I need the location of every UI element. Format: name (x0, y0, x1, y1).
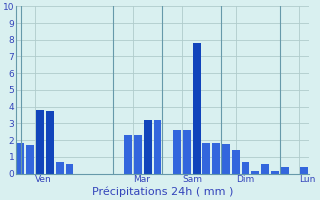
Bar (222, 144, 230, 174)
Bar (134, 135, 142, 174)
Bar (173, 130, 181, 174)
Bar (271, 171, 279, 174)
Bar (66, 164, 73, 174)
Bar (36, 110, 44, 174)
X-axis label: Précipitations 24h ( mm ): Précipitations 24h ( mm ) (92, 187, 233, 197)
Bar (281, 167, 289, 174)
Bar (46, 111, 54, 174)
Bar (56, 162, 64, 174)
Bar (300, 167, 308, 174)
Bar (203, 143, 210, 174)
Bar (17, 143, 24, 174)
Bar (252, 171, 259, 174)
Bar (232, 150, 240, 174)
Bar (27, 145, 34, 174)
Bar (212, 143, 220, 174)
Bar (193, 43, 201, 174)
Bar (183, 130, 191, 174)
Bar (124, 135, 132, 174)
Bar (242, 162, 250, 174)
Bar (154, 120, 161, 174)
Bar (144, 120, 152, 174)
Bar (261, 164, 269, 174)
